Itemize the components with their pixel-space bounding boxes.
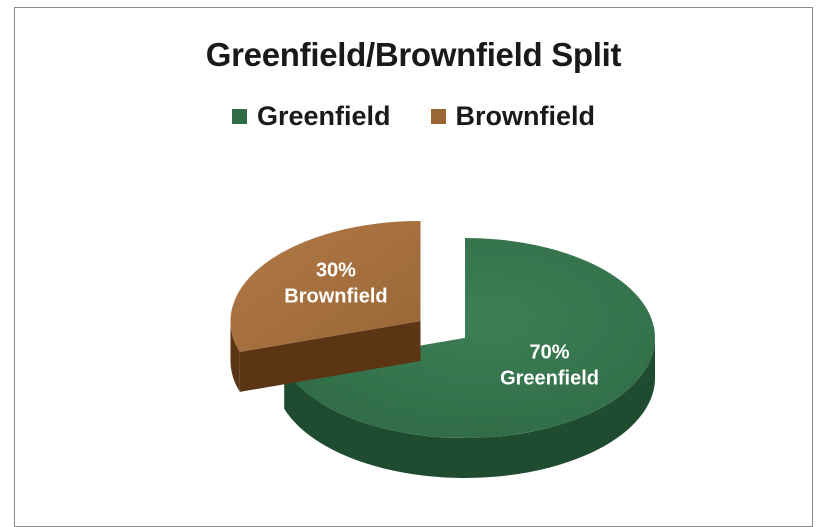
data-label-greenfield-percent: 70% bbox=[530, 341, 570, 363]
data-label-greenfield-name: Greenfield bbox=[500, 367, 599, 389]
data-label-brownfield-name: Brownfield bbox=[284, 286, 387, 308]
chart-frame: Greenfield/Brownfield Split Greenfield B… bbox=[14, 7, 813, 527]
data-label-brownfield-percent: 30% bbox=[316, 260, 356, 282]
pie-chart: 70% Greenfield 30% Brownfield bbox=[15, 8, 812, 518]
